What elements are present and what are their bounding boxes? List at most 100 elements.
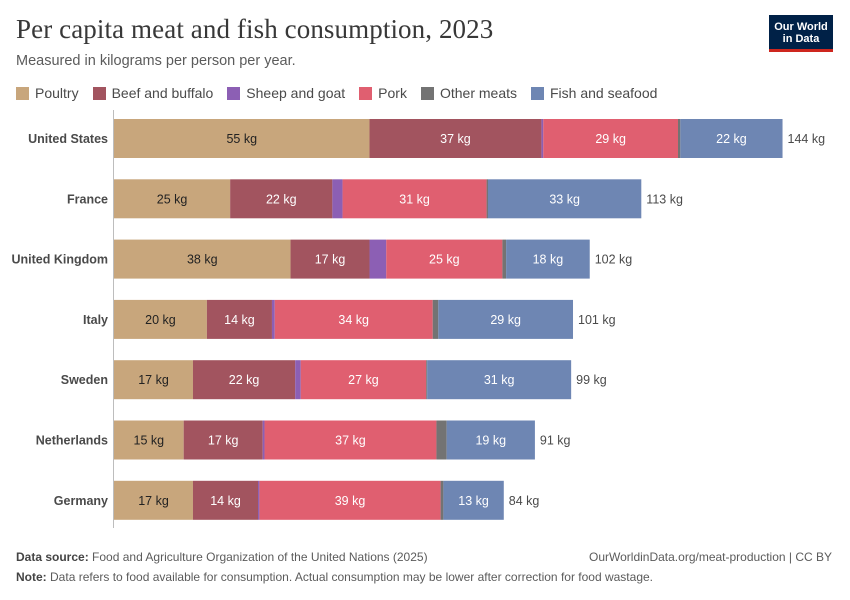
bar-segment-poultry[interactable]	[114, 239, 291, 279]
data-label: 29 kg	[490, 313, 521, 327]
bar-segment-poultry[interactable]	[114, 299, 207, 339]
legend-item-other-meats[interactable]: Other meats	[420, 85, 517, 101]
chart-legend: Poultry Beef and buffalo Sheep and goat Por…	[16, 84, 671, 102]
data-label: 22 kg	[229, 373, 260, 387]
data-label: 17 kg	[315, 253, 346, 267]
bar-segment-fish-and-seafood[interactable]	[680, 119, 783, 158]
bar-segment-pork[interactable]	[264, 420, 437, 460]
chart-subtitle: Measured in kilograms per person per yea…	[16, 53, 296, 69]
data-label: 38 kg	[187, 253, 218, 267]
bar-segment-beef-and-buffalo[interactable]	[230, 179, 333, 219]
bar-segment-beef-and-buffalo[interactable]	[206, 299, 272, 339]
bar-segment-other-meats[interactable]	[486, 179, 488, 219]
legend-item-sheep-and-goat[interactable]: Sheep and goat	[227, 85, 345, 101]
category-label: Italy	[83, 313, 108, 327]
data-label: 22 kg	[266, 192, 297, 206]
total-label: 101 kg	[578, 313, 616, 327]
note-label: Note:	[16, 570, 47, 584]
bar-segment-fish-and-seafood[interactable]	[487, 179, 642, 219]
bar-segment-beef-and-buffalo[interactable]	[290, 239, 370, 279]
data-label: 31 kg	[484, 373, 515, 387]
bar-segment-sheep-and-goat[interactable]	[258, 480, 260, 520]
total-label: 99 kg	[576, 373, 607, 387]
legend-label: Other meats	[439, 85, 517, 101]
logo-line-2: in Data	[782, 33, 820, 45]
bar-segment-other-meats[interactable]	[432, 299, 439, 339]
source-text[interactable]: Food and Agriculture Organization of the…	[92, 550, 428, 564]
bar-segment-sheep-and-goat[interactable]	[541, 119, 544, 158]
data-label: 14 kg	[224, 313, 255, 327]
bar-segment-pork[interactable]	[543, 119, 679, 158]
data-label: 31 kg	[399, 192, 430, 206]
total-label: 113 kg	[646, 192, 683, 206]
category-label: Netherlands	[36, 434, 108, 448]
bar-segment-sheep-and-goat[interactable]	[369, 239, 387, 279]
bar-segment-pork[interactable]	[300, 360, 427, 400]
category-label: United States	[28, 132, 108, 146]
bar-segment-other-meats[interactable]	[502, 239, 507, 279]
bar-segment-other-meats[interactable]	[426, 360, 428, 400]
data-label: 37 kg	[335, 434, 366, 448]
note-text: Data refers to food available for consum…	[50, 570, 653, 584]
bar-segment-pork[interactable]	[342, 179, 487, 219]
total-label: 91 kg	[540, 434, 571, 448]
bar-segment-other-meats[interactable]	[678, 119, 681, 158]
data-label: 25 kg	[157, 192, 188, 206]
bar-segment-beef-and-buffalo[interactable]	[369, 119, 542, 158]
category-label: United Kingdom	[11, 253, 108, 267]
bar-segment-beef-and-buffalo[interactable]	[192, 480, 259, 520]
data-label: 55 kg	[226, 132, 257, 146]
data-label: 22 kg	[716, 132, 747, 146]
bar-segment-poultry[interactable]	[114, 179, 231, 219]
bar-segment-poultry[interactable]	[114, 360, 193, 400]
bar-segment-pork[interactable]	[274, 299, 433, 339]
legend-swatch	[420, 86, 434, 100]
legend-label: Beef and buffalo	[111, 85, 214, 101]
legend-item-beef-and-buffalo[interactable]: Beef and buffalo	[92, 85, 214, 101]
bar-segment-other-meats[interactable]	[436, 420, 447, 460]
data-label: 39 kg	[335, 494, 366, 508]
data-label: 13 kg	[458, 494, 489, 508]
bar-segment-sheep-and-goat[interactable]	[271, 299, 275, 339]
bar-segment-fish-and-seafood[interactable]	[443, 480, 504, 520]
bar-segment-pork[interactable]	[259, 480, 441, 520]
bar-segment-fish-and-seafood[interactable]	[438, 299, 574, 339]
logo-line-1: Our World	[774, 21, 828, 33]
category-label: France	[67, 192, 108, 206]
bar-segment-fish-and-seafood[interactable]	[427, 360, 572, 400]
bar-segment-fish-and-seafood[interactable]	[506, 239, 590, 279]
source-note: Data source: Food and Agriculture Organi…	[16, 550, 428, 564]
category-label: Germany	[54, 494, 108, 508]
bar-segment-sheep-and-goat[interactable]	[262, 420, 265, 460]
bar-segment-poultry[interactable]	[114, 420, 184, 460]
bar-segment-beef-and-buffalo[interactable]	[192, 360, 296, 400]
legend-item-fish-and-seafood[interactable]: Fish and seafood	[531, 85, 657, 101]
data-label: 34 kg	[338, 313, 369, 327]
category-label: Sweden	[61, 373, 108, 387]
total-label: 84 kg	[509, 494, 540, 508]
data-label: 37 kg	[440, 132, 471, 146]
bar-segment-beef-and-buffalo[interactable]	[183, 420, 263, 460]
bar-segment-sheep-and-goat[interactable]	[295, 360, 301, 400]
source-label: Data source:	[16, 550, 89, 564]
bar-segment-poultry[interactable]	[114, 119, 370, 158]
bar-segment-pork[interactable]	[386, 239, 503, 279]
total-label: 144 kg	[788, 132, 826, 146]
data-label: 15 kg	[134, 434, 165, 448]
chart-title: Per capita meat and fish consumption, 20…	[16, 14, 494, 44]
bar-segment-other-meats[interactable]	[440, 480, 444, 520]
bar-segment-poultry[interactable]	[114, 480, 193, 520]
bar-segment-fish-and-seafood[interactable]	[446, 420, 535, 460]
total-label: 102 kg	[595, 253, 633, 267]
legend-label: Poultry	[35, 85, 79, 101]
owid-logo[interactable]: Our World in Data	[769, 15, 833, 52]
legend-item-poultry[interactable]: Poultry	[16, 85, 79, 101]
data-note: Note: Data refers to food available for …	[16, 570, 653, 584]
legend-item-pork[interactable]: Pork	[359, 85, 407, 101]
bar-segment-sheep-and-goat[interactable]	[332, 179, 343, 219]
legend-label: Pork	[378, 85, 407, 101]
data-label: 18 kg	[533, 253, 564, 267]
owid-url[interactable]: OurWorldinData.org/meat-production | CC …	[589, 550, 832, 564]
legend-swatch	[531, 86, 544, 100]
